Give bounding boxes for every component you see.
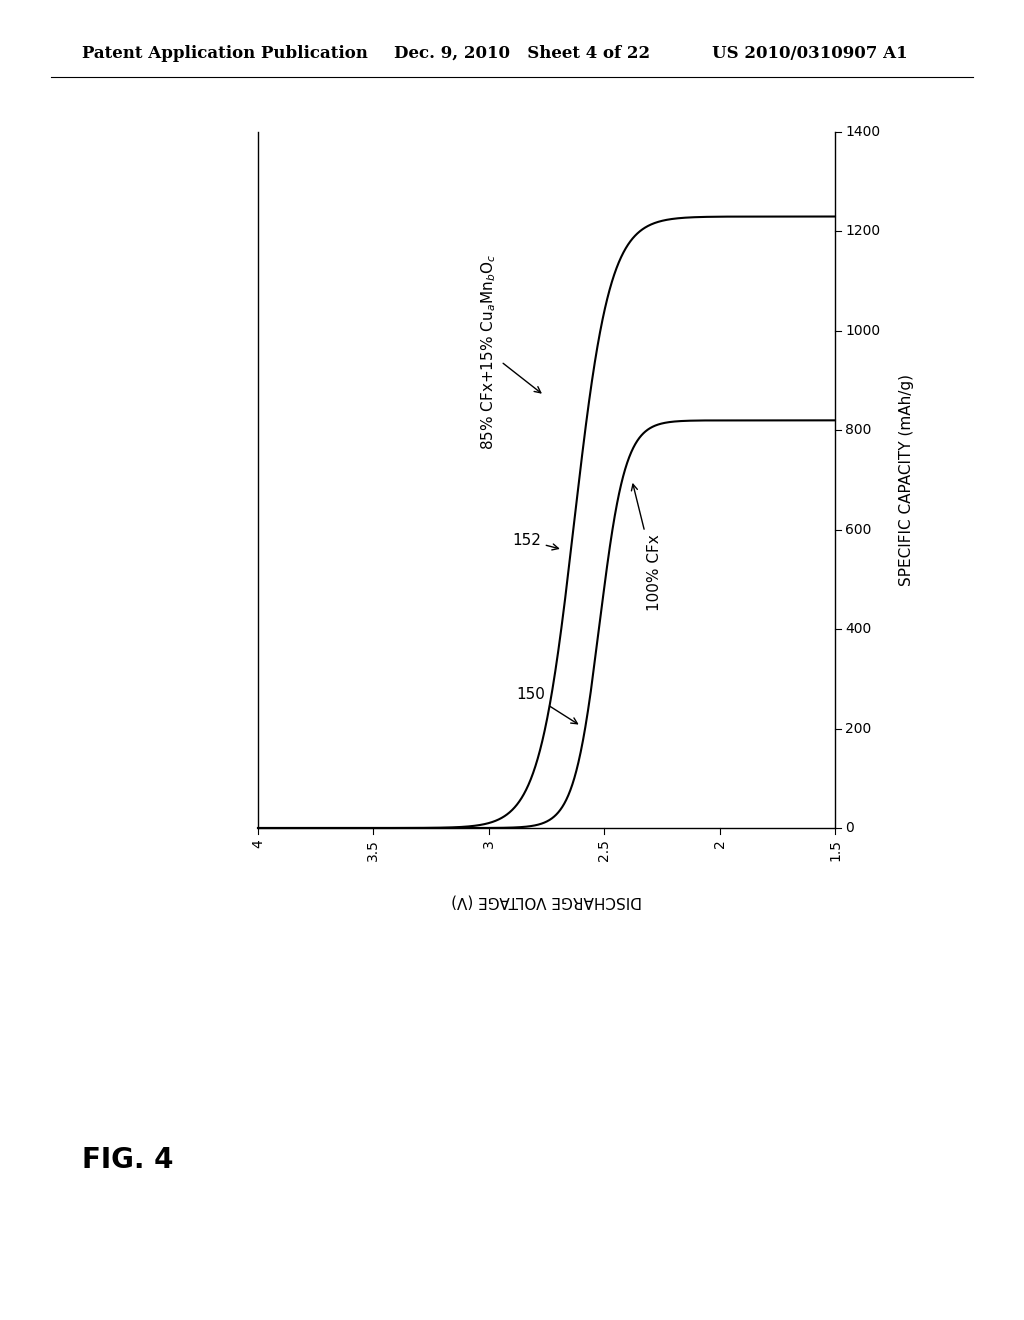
Text: US 2010/0310907 A1: US 2010/0310907 A1 [712,45,907,62]
Text: 400: 400 [845,622,871,636]
Text: 1400: 1400 [845,125,880,139]
Text: SPECIFIC CAPACITY (mAh/g): SPECIFIC CAPACITY (mAh/g) [899,374,914,586]
Text: 85% CFx+15% Cu$_a$Mn$_b$O$_c$: 85% CFx+15% Cu$_a$Mn$_b$O$_c$ [479,253,541,450]
Text: FIG. 4: FIG. 4 [82,1146,173,1175]
Text: 3: 3 [482,840,496,847]
Text: 150: 150 [516,686,578,723]
Text: 152: 152 [512,533,558,550]
Text: 800: 800 [845,424,871,437]
Text: 3.5: 3.5 [367,840,380,861]
Text: 0: 0 [845,821,854,836]
Text: Patent Application Publication: Patent Application Publication [82,45,368,62]
Text: Dec. 9, 2010   Sheet 4 of 22: Dec. 9, 2010 Sheet 4 of 22 [394,45,650,62]
Text: 2: 2 [713,840,727,847]
Text: 100% CFx: 100% CFx [632,484,663,611]
Text: DISCHARGE VOLTAGE (V): DISCHARGE VOLTAGE (V) [451,894,642,908]
Text: 4: 4 [251,840,265,847]
Text: 2.5: 2.5 [597,840,611,861]
Text: 600: 600 [845,523,871,537]
Text: 1000: 1000 [845,323,880,338]
Text: 200: 200 [845,722,871,735]
Text: 1.5: 1.5 [828,840,842,861]
Text: 1200: 1200 [845,224,880,239]
